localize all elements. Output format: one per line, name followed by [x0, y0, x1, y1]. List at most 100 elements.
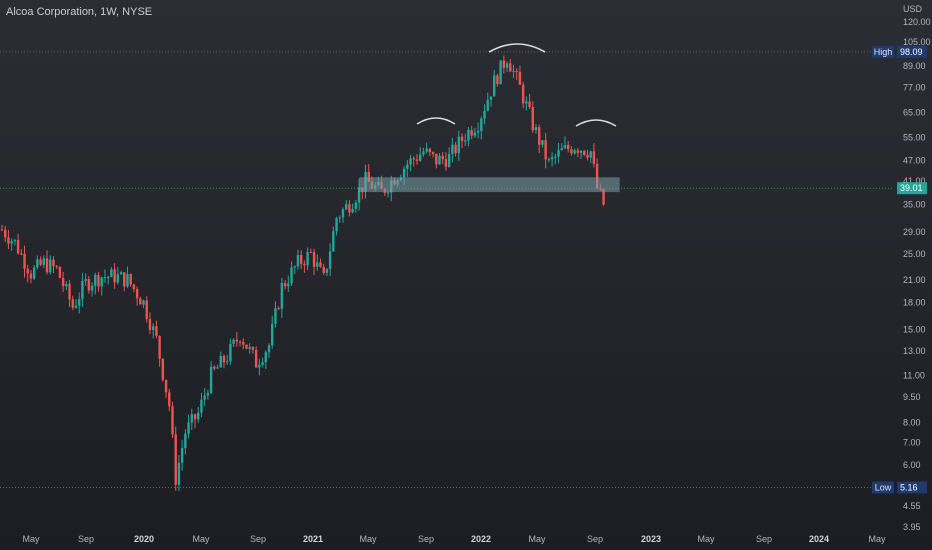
candle-body	[322, 266, 325, 273]
time-tick-label: Sep	[250, 534, 266, 544]
candle-body	[251, 347, 255, 350]
candle-body	[193, 414, 197, 420]
candle-body	[264, 352, 267, 363]
candle-body	[509, 63, 512, 72]
candle-body	[238, 341, 242, 343]
price-tick-label: 9.50	[903, 392, 921, 402]
candle-body	[174, 434, 177, 485]
candle-body	[39, 259, 42, 265]
candle-body	[90, 285, 94, 291]
candle-body	[576, 150, 580, 153]
price-tick-label: 120.00	[903, 17, 931, 27]
high-tag: High 98.09	[872, 45, 927, 58]
candle-body	[142, 300, 145, 305]
price-axis: USD 120.00 105.00 89.00 77.00 65.00 55.00 47.00…	[872, 4, 931, 532]
candle-body	[132, 284, 136, 290]
last-price-tag: 39.01	[897, 182, 927, 195]
candle-body	[61, 277, 65, 287]
candle-body	[592, 151, 596, 164]
candle-body	[566, 144, 570, 150]
candle-body	[451, 144, 454, 154]
candle-body	[357, 187, 361, 203]
candle-body	[151, 326, 155, 330]
candle-body	[402, 168, 406, 178]
high-tag-value: 98.09	[900, 47, 923, 57]
candle-body	[16, 239, 20, 254]
candle-body	[409, 158, 412, 165]
candle-body	[354, 202, 358, 209]
candle-body	[560, 148, 563, 151]
candle-body	[197, 412, 200, 420]
price-tick-label: 29.00	[903, 227, 926, 237]
candle-body	[222, 355, 226, 363]
candle-body	[306, 252, 309, 266]
candle-body	[81, 280, 84, 300]
candle-body	[570, 149, 573, 154]
candle-body	[13, 239, 17, 241]
high-tag-value-bg	[897, 45, 927, 58]
candle-body	[489, 96, 493, 100]
candle-body	[242, 341, 245, 345]
price-tick-label: 13.00	[903, 346, 926, 356]
time-tick-label: Sep	[418, 534, 434, 544]
time-tick-label: May	[697, 534, 715, 544]
right-shoulder-arc	[575, 119, 617, 127]
candle-body	[49, 259, 52, 273]
candle-body	[518, 71, 522, 85]
candles-layer	[0, 55, 605, 491]
candle-body	[145, 300, 148, 319]
candle-body	[267, 345, 271, 353]
candle-body	[486, 99, 489, 111]
candle-body	[505, 63, 509, 68]
candle-body	[113, 269, 116, 283]
low-tag: Low 5.16	[872, 481, 927, 494]
candle-body	[187, 422, 190, 434]
price-tick-label: 11.00	[903, 370, 925, 380]
candle-body	[280, 283, 284, 309]
candle-body	[84, 279, 87, 281]
candle-body	[296, 255, 300, 267]
candle-body	[441, 155, 444, 160]
candle-body	[148, 318, 152, 330]
price-tick-label: 8.00	[903, 418, 921, 428]
candle-body	[36, 259, 39, 268]
candle-body	[184, 433, 187, 449]
candle-body	[444, 159, 448, 167]
candle-body	[219, 355, 222, 368]
candle-body	[422, 151, 425, 155]
candle-body	[328, 251, 332, 269]
candle-body	[158, 335, 161, 359]
candle-body	[589, 151, 592, 158]
candle-body	[538, 127, 541, 145]
candle-body	[531, 107, 534, 131]
support-zone	[359, 177, 620, 193]
price-tick-label: 3.95	[903, 522, 921, 532]
price-tick-label: 47.00	[903, 156, 926, 166]
candle-body	[316, 262, 319, 267]
time-tick-label: Sep	[756, 534, 772, 544]
candle-body	[460, 136, 464, 141]
candle-body	[129, 273, 132, 285]
candle-body	[492, 75, 496, 97]
candle-body	[0, 229, 4, 231]
candle-body	[32, 267, 36, 279]
candle-body	[74, 305, 78, 308]
candle-body	[345, 204, 348, 210]
price-tick-label: 25.00	[903, 249, 926, 259]
candle-body	[20, 253, 23, 255]
candle-body	[119, 272, 123, 275]
candle-body	[563, 144, 567, 149]
candle-body	[579, 150, 583, 153]
low-tag-label-bg	[872, 481, 894, 494]
candle-body	[367, 172, 370, 182]
candle-body	[557, 150, 560, 157]
price-tick-label: 15.00	[903, 325, 926, 335]
candle-body	[583, 150, 586, 155]
candle-body	[110, 269, 113, 277]
candle-body	[476, 130, 480, 133]
candle-body	[338, 217, 341, 219]
candle-body	[502, 60, 506, 68]
high-tag-label: High	[874, 47, 893, 57]
time-tick-label: Sep	[78, 534, 94, 544]
